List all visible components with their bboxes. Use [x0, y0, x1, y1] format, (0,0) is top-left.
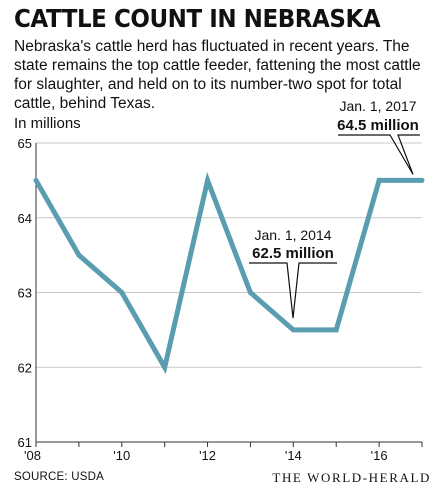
annotation-value: 62.5 million: [252, 245, 334, 262]
data-point: [76, 252, 82, 258]
y-tick-label: 61: [18, 435, 32, 450]
data-point: [419, 177, 425, 183]
data-point: [119, 290, 125, 295]
data-point: [333, 327, 339, 333]
y-tick-label: 62: [18, 360, 32, 375]
source-note: SOURCE: USDA: [14, 471, 104, 483]
annotation-value: 64.5 million: [337, 117, 419, 134]
y-tick-label: 65: [18, 136, 32, 151]
annotation-date: Jan. 1, 2017: [339, 98, 416, 114]
x-tick-label: '10: [113, 448, 130, 463]
x-tick-label: '14: [285, 448, 302, 463]
annotation-callout: [249, 262, 337, 319]
data-point: [247, 290, 253, 295]
y-tick-label: 63: [18, 286, 32, 301]
y-tick-label: 64: [18, 211, 32, 226]
x-tick-label: '16: [371, 448, 388, 463]
annotation-date: Jan. 1, 2014: [254, 227, 331, 243]
data-point: [205, 177, 211, 183]
unit-label: In millions: [14, 115, 81, 132]
annotation-callout: [338, 134, 420, 175]
chart-title: CATTLE COUNT IN NEBRASKA: [14, 4, 381, 33]
publisher-logo: THE WORLD-HERALD: [272, 470, 431, 485]
data-point: [290, 327, 296, 333]
x-tick-label: '12: [199, 448, 216, 463]
data-point: [376, 177, 382, 183]
x-tick-label: '08: [24, 448, 41, 463]
data-point: [33, 177, 39, 183]
series-line: [33, 171, 422, 375]
data-point: [162, 364, 168, 370]
chart-subtitle: Nebraska's cattle herd has fluctuated in…: [14, 38, 421, 112]
